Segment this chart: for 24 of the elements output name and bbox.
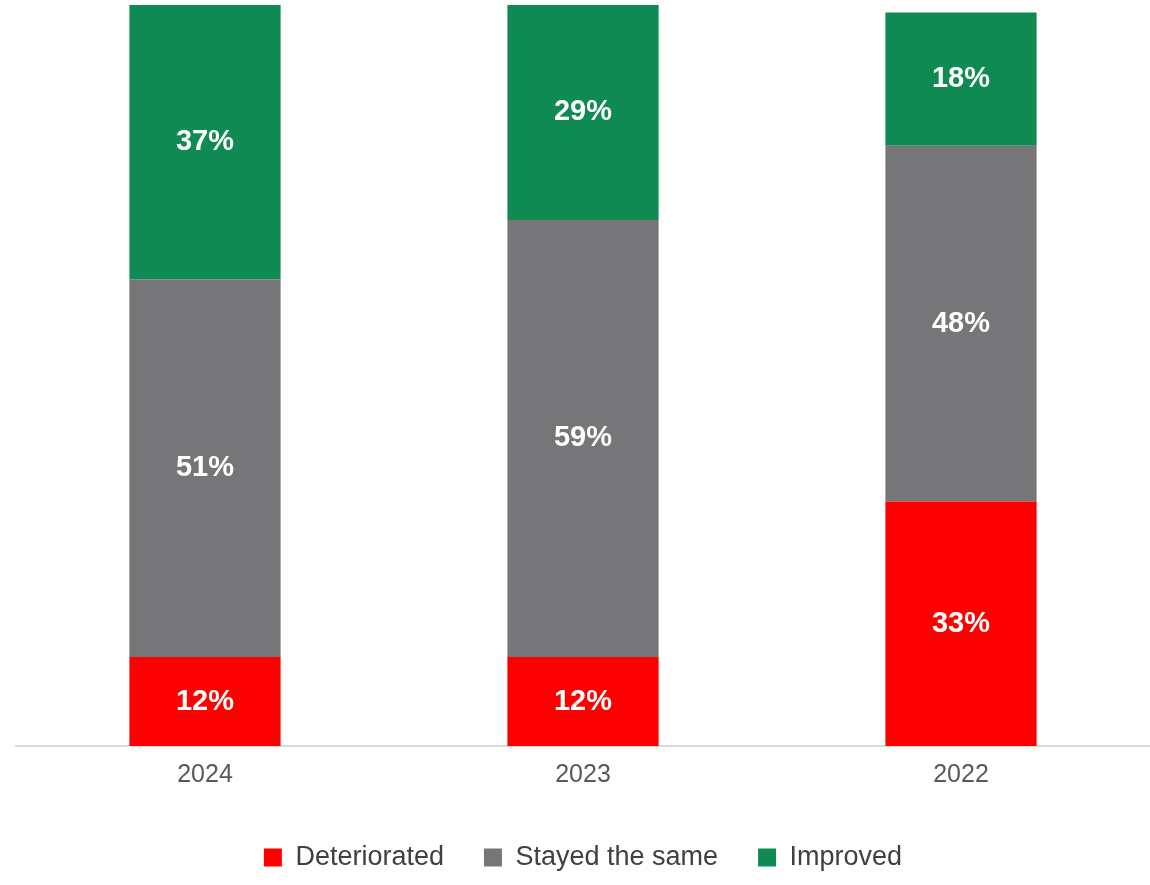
x-tick-label: 2022 [933, 758, 989, 787]
bar [507, 657, 659, 746]
legend-label: Stayed the same [515, 840, 719, 871]
bar [129, 5, 281, 280]
data-label: 12% [175, 683, 235, 716]
data-label: 29% [553, 94, 613, 127]
data-label: 37% [175, 124, 235, 157]
x-tick-label: 2024 [177, 758, 233, 787]
data-label: 59% [553, 420, 613, 453]
bar [129, 279, 281, 658]
data-label: 51% [175, 450, 235, 483]
legend-label: Deteriorated [295, 840, 444, 871]
data-label: 12% [553, 683, 613, 716]
bar [507, 5, 659, 220]
bar [885, 145, 1037, 502]
bar [885, 12, 1037, 146]
bar [507, 219, 659, 658]
data-label: 18% [931, 61, 991, 94]
bar [129, 657, 281, 746]
bar [885, 501, 1037, 746]
x-tick-label: 2023 [555, 758, 611, 787]
data-label: 48% [931, 305, 991, 338]
legend-label: Improved [789, 840, 903, 871]
data-label: 33% [931, 605, 991, 638]
